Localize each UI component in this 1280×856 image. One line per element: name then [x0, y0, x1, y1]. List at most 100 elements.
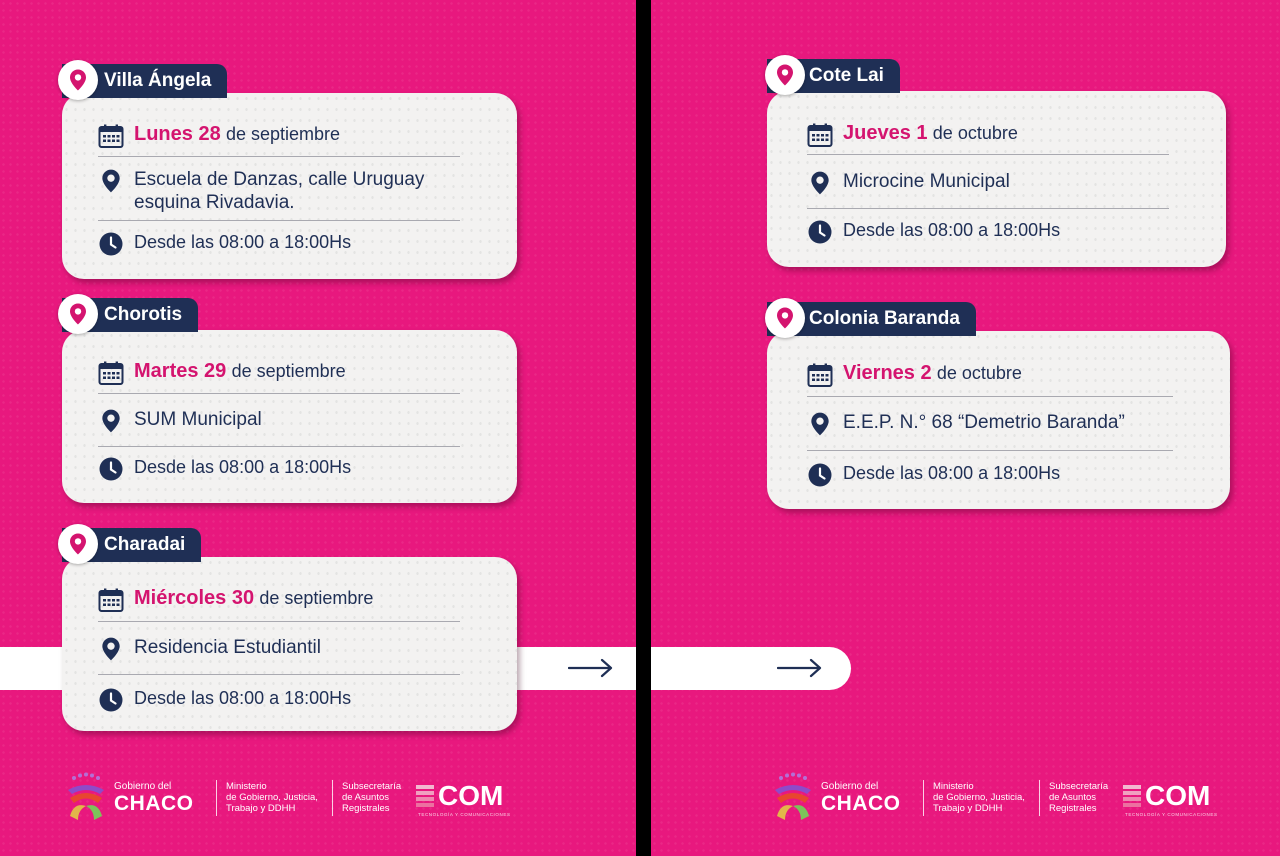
event-day: Jueves 1	[843, 122, 928, 144]
event-hours: Desde las 08:00 a 18:00Hs	[843, 220, 1061, 240]
clock-icon	[807, 219, 833, 245]
place-row: E.E.P. N.° 68 “Demetrio Baranda”	[807, 411, 1125, 437]
com-logo-text: COM	[1145, 780, 1211, 811]
event-day: Lunes 28	[134, 123, 221, 145]
divider	[98, 621, 460, 622]
location-pin-icon	[765, 55, 805, 95]
calendar-icon	[807, 362, 833, 388]
event-place-line: esquina Rivadavia.	[134, 192, 295, 213]
arrow-right-icon[interactable]	[568, 658, 614, 678]
event-month: de octubre	[936, 363, 1022, 383]
com-logo-icon	[1123, 785, 1141, 807]
com-subtitle: TECNOLOGÍA Y COMUNICACIONES	[1125, 812, 1218, 817]
town-name: Colonia Baranda	[809, 308, 960, 329]
footer: Gobierno del CHACO Ministerio de Gobiern…	[64, 772, 524, 824]
town-name: Cote Lai	[809, 65, 884, 86]
ministerio-line: Ministerio	[226, 781, 267, 792]
location-pin-icon	[98, 408, 124, 434]
date-row: Jueves 1 de octubre	[807, 122, 1018, 148]
location-pin-icon	[807, 170, 833, 196]
event-card: Lunes 28 de septiembre Escuela de Danzas…	[62, 93, 517, 279]
chaco-logo-icon	[775, 772, 811, 820]
event-hours: Desde las 08:00 a 18:00Hs	[134, 232, 352, 252]
date-row: Martes 29 de septiembre	[98, 360, 346, 386]
event-hours: Desde las 08:00 a 18:00Hs	[134, 688, 352, 708]
gobierno-chaco-text: CHACO	[114, 792, 194, 815]
event-month: de octubre	[932, 123, 1018, 143]
clock-icon	[98, 687, 124, 713]
chaco-logo-icon	[68, 772, 104, 820]
event-hours: Desde las 08:00 a 18:00Hs	[134, 457, 352, 477]
event-month: de septiembre	[231, 361, 346, 381]
divider	[923, 780, 924, 816]
subsecretaria-line: de Asuntos	[342, 792, 390, 803]
divider	[98, 393, 460, 394]
town-name: Charadai	[104, 534, 186, 555]
divider	[98, 674, 460, 675]
event-month: de septiembre	[225, 124, 341, 144]
ministerio-line: Trabajo y DDHH	[226, 803, 296, 814]
place-row: SUM Municipal	[98, 408, 262, 434]
date-row: Lunes 28 de septiembre	[98, 123, 340, 149]
divider	[98, 220, 460, 221]
com-subtitle: TECNOLOGÍA Y COMUNICACIONES	[418, 812, 511, 817]
divider	[807, 450, 1173, 451]
left-panel: Lunes 28 de septiembre Escuela de Danzas…	[0, 0, 636, 856]
event-place-line: Escuela de Danzas, calle Uruguay	[134, 169, 425, 190]
event-month: de septiembre	[259, 588, 374, 608]
location-pin-icon	[58, 294, 98, 334]
event-place-line: Residencia Estudiantil	[134, 637, 321, 658]
location-pin-icon	[58, 524, 98, 564]
subsecretaria-line: Registrales	[1049, 803, 1097, 814]
hours-row: Desde las 08:00 a 18:00Hs	[98, 687, 351, 713]
divider	[807, 208, 1169, 209]
event-day: Martes 29	[134, 360, 227, 382]
ministerio-text: Ministerio de Gobierno, Justicia, Trabaj…	[226, 781, 318, 814]
gobierno-chaco-text: CHACO	[821, 792, 901, 815]
divider	[807, 396, 1173, 397]
divider	[807, 154, 1169, 155]
divider	[98, 446, 460, 447]
town-name: Chorotis	[104, 304, 183, 325]
event-place-line: E.E.P. N.° 68 “Demetrio Baranda”	[843, 412, 1125, 433]
ministerio-line: de Gobierno, Justicia,	[226, 792, 318, 803]
gobierno-small-text: Gobierno del	[114, 781, 172, 792]
event-day: Viernes 2	[843, 362, 932, 384]
subsecretaria-line: Subsecretaría	[342, 781, 402, 792]
location-pin-icon	[58, 60, 98, 100]
ministerio-text: Ministerio de Gobierno, Justicia, Trabaj…	[933, 781, 1025, 814]
event-card: Miércoles 30 de septiembre Residencia Es…	[62, 557, 517, 731]
subsecretaria-text: Subsecretaría de Asuntos Registrales	[1049, 781, 1108, 814]
arrow-right-icon[interactable]	[777, 658, 823, 678]
hours-row: Desde las 08:00 a 18:00Hs	[98, 231, 351, 257]
calendar-icon	[807, 122, 833, 148]
event-card: Viernes 2 de octubre E.E.P. N.° 68 “Deme…	[767, 331, 1230, 509]
divider	[1039, 780, 1040, 816]
place-row: Residencia Estudiantil	[98, 636, 321, 662]
subsecretaria-line: de Asuntos	[1049, 792, 1097, 803]
subsecretaria-line: Registrales	[342, 803, 390, 814]
divider	[332, 780, 333, 816]
event-place-line: SUM Municipal	[134, 409, 262, 430]
ministerio-line: Trabajo y DDHH	[933, 803, 1003, 814]
divider	[216, 780, 217, 816]
location-pin-icon	[807, 411, 833, 437]
gobierno-small-text: Gobierno del	[821, 781, 879, 792]
hours-row: Desde las 08:00 a 18:00Hs	[98, 456, 351, 482]
location-pin-icon	[98, 168, 124, 194]
subsecretaria-text: Subsecretaría de Asuntos Registrales	[342, 781, 401, 814]
calendar-icon	[98, 123, 124, 149]
location-pin-icon	[98, 636, 124, 662]
clock-icon	[98, 231, 124, 257]
place-row: Escuela de Danzas, calle Uruguay esquina…	[98, 168, 424, 214]
ministerio-line: Ministerio	[933, 781, 974, 792]
ministerio-line: de Gobierno, Justicia,	[933, 792, 1025, 803]
event-card: Jueves 1 de octubre Microcine Municipal …	[767, 91, 1226, 267]
subsecretaria-line: Subsecretaría	[1049, 781, 1109, 792]
right-panel: Jueves 1 de octubre Microcine Municipal …	[651, 0, 1280, 856]
place-row: Microcine Municipal	[807, 170, 1010, 196]
event-hours: Desde las 08:00 a 18:00Hs	[843, 463, 1061, 483]
event-day: Miércoles 30	[134, 587, 255, 609]
calendar-icon	[98, 587, 124, 613]
event-place-line: Microcine Municipal	[843, 171, 1010, 192]
